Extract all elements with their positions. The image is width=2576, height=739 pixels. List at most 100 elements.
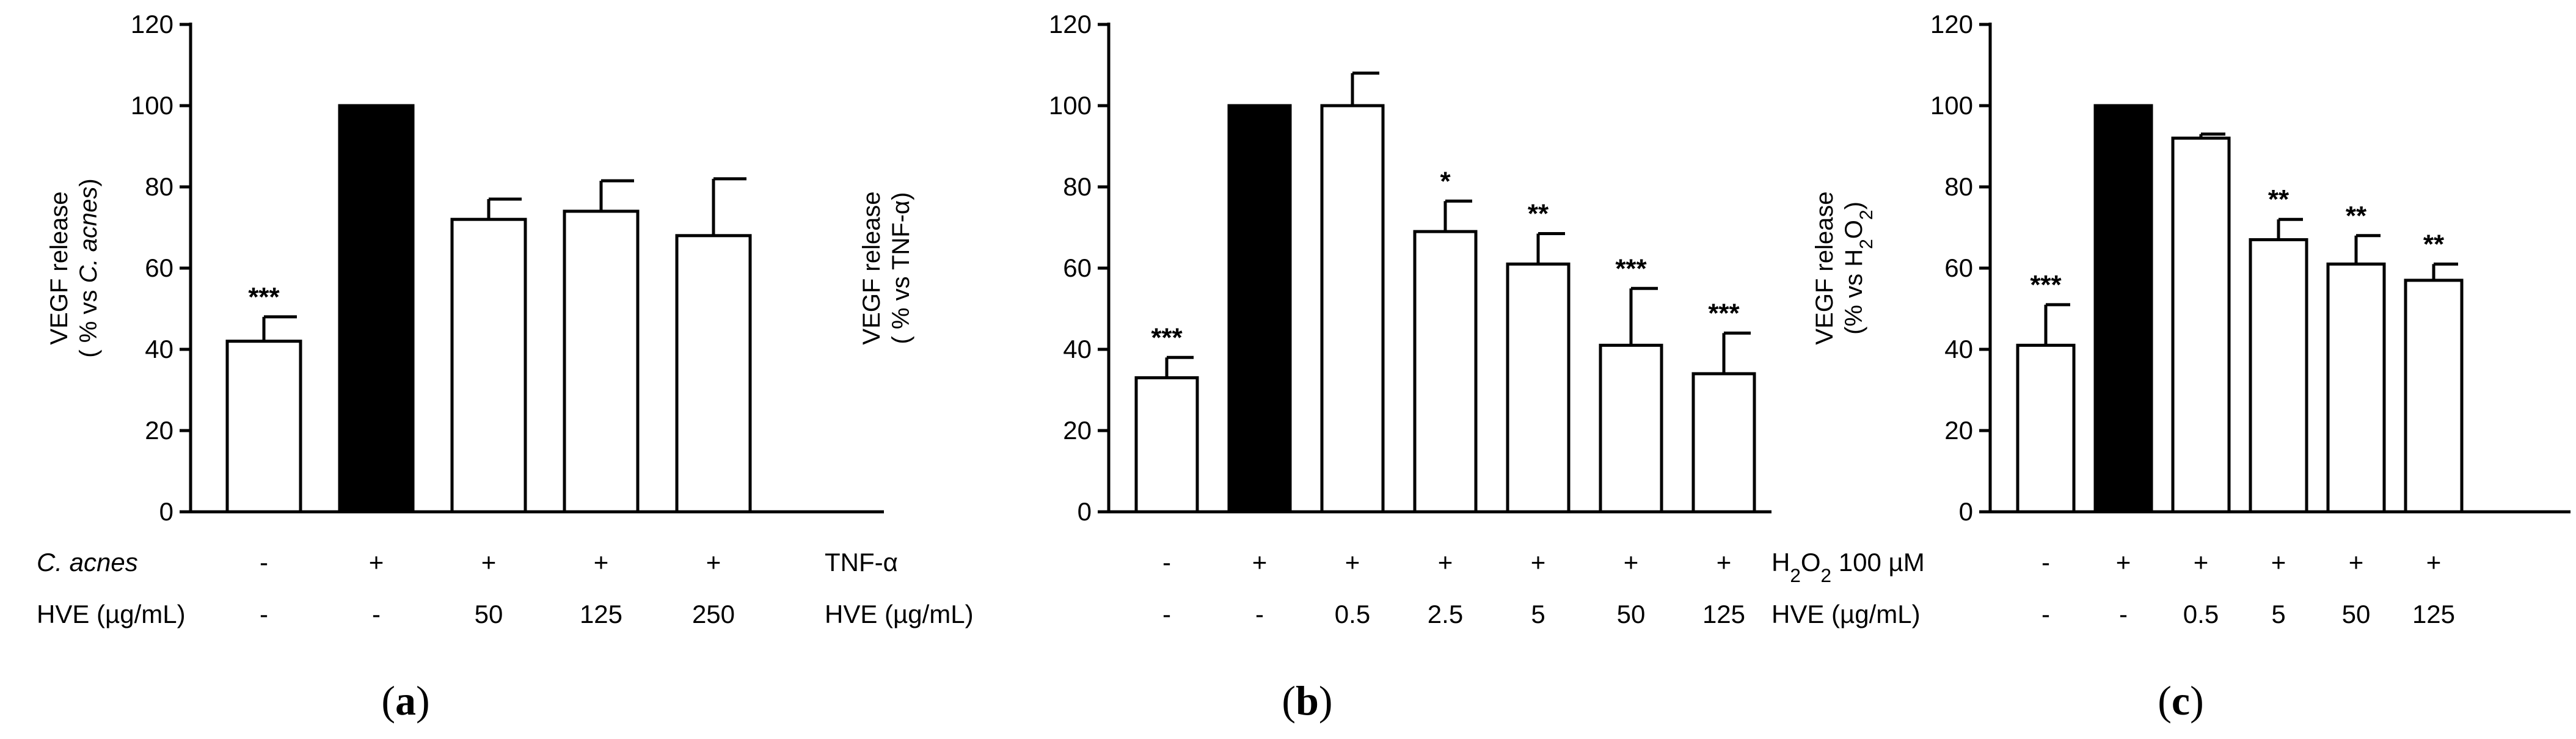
bar [1691,372,1756,514]
significance-label: *** [1151,322,1183,352]
condition-value: - [1162,600,1171,628]
y-tick-label: 60 [1063,253,1092,282]
condition-value: + [2426,548,2442,577]
bar [1599,343,1663,514]
bar [2404,278,2464,514]
y-tick-label: 40 [1944,335,1973,363]
y-axis-label: VEGF release [46,191,73,344]
y-tick-label: 0 [1078,497,1092,526]
condition-row-label: TNF-α [825,548,898,577]
significance-label: *** [1708,298,1740,328]
significance-label: *** [2030,270,2062,300]
condition-value: - [1162,548,1171,577]
y-tick-label: 0 [1959,497,1973,526]
condition-value: 125 [1702,600,1745,628]
y-tick-label: 60 [145,253,173,282]
condition-value: 125 [580,600,622,628]
y-tick-label: 40 [145,335,173,363]
condition-value: + [2194,548,2209,577]
bar [1134,376,1199,514]
y-tick-label: 80 [1944,172,1973,201]
y-tick-label: 120 [1049,10,1092,38]
panel-c: 0 20 40 60 80 100 120 VEGF release (% vs H2O2) **… [1771,10,2571,724]
significance-label: *** [1615,253,1647,283]
condition-value: 2.5 [1428,600,1463,628]
y-axis-label: ( % vs TNF-α) [888,192,914,344]
y-tick-label: 120 [1930,10,1973,38]
y-tick-label: 0 [159,497,173,526]
y-axis-label: (% vs H2O2) [1841,202,1877,335]
y-tick-label: 20 [1944,416,1973,445]
bar [450,217,527,514]
y-tick-label: 40 [1063,335,1092,363]
bar [2171,136,2231,514]
bar [2016,343,2076,514]
bar [2093,104,2153,514]
condition-value: + [706,548,721,577]
condition-row-label: HVE (µg/mL) [37,600,186,628]
significance-label: ** [2268,184,2290,214]
condition-value: - [2041,600,2050,628]
y-axis-label: VEGF release [858,191,885,344]
condition-value: + [2271,548,2286,577]
condition-value: + [1531,548,1546,577]
panel-label: (c) [2158,677,2204,724]
condition-value: + [594,548,609,577]
condition-value: + [1345,548,1360,577]
condition-value: + [481,548,497,577]
bar [2326,262,2386,514]
y-tick-label: 80 [1063,172,1092,201]
bar [1227,104,1292,514]
condition-row-label: HVE (µg/mL) [825,600,974,628]
condition-value: 0.5 [2183,600,2219,628]
condition-value: + [369,548,384,577]
y-tick-label: 20 [145,416,173,445]
condition-value: 5 [1531,600,1545,628]
condition-value: 50 [475,600,503,628]
condition-value: - [1255,600,1264,628]
condition-value: + [1717,548,1732,577]
y-tick-label: 120 [131,10,173,38]
condition-row-label: C. acnes [37,548,138,577]
bar [338,104,415,514]
y-tick-label: 60 [1944,253,1973,282]
significance-label: ** [2423,229,2445,259]
bar [2249,238,2308,514]
bar [563,209,640,514]
condition-value: - [2041,548,2050,577]
condition-value: 125 [2412,600,2455,628]
y-axis-label: ( % vs C. acnes) [75,178,102,357]
condition-value: + [2349,548,2364,577]
condition-value: 50 [2342,600,2371,628]
significance-label: *** [248,282,280,312]
y-tick-label: 100 [1049,91,1092,120]
bar [1413,230,1478,514]
y-tick-label: 20 [1063,416,1092,445]
panel-b: 0 20 40 60 80 100 120 VEGF release( % vs TNF-α)… [825,10,1771,724]
condition-value: + [2116,548,2131,577]
bar [675,234,752,514]
condition-value: 0.5 [1335,600,1370,628]
condition-value: 50 [1617,600,1646,628]
y-axis-label: VEGF release [1811,191,1838,344]
significance-label: * [1440,166,1451,196]
bar [1506,262,1571,514]
condition-row-label: HVE (µg/mL) [1771,600,1921,628]
significance-label: ** [2346,201,2367,231]
condition-row-label: H2O2 100 µM [1771,548,1925,586]
y-tick-label: 100 [131,91,173,120]
condition-value: 250 [692,600,735,628]
condition-value: + [1624,548,1639,577]
condition-value: + [1438,548,1453,577]
condition-value: - [2119,600,2128,628]
significance-label: ** [1528,198,1549,228]
condition-value: 5 [2271,600,2285,628]
y-tick-label: 80 [145,172,173,201]
y-tick-label: 100 [1930,91,1973,120]
condition-value: - [372,600,381,628]
condition-value: - [260,548,268,577]
panel-label: (b) [1282,677,1332,724]
condition-value: - [260,600,268,628]
